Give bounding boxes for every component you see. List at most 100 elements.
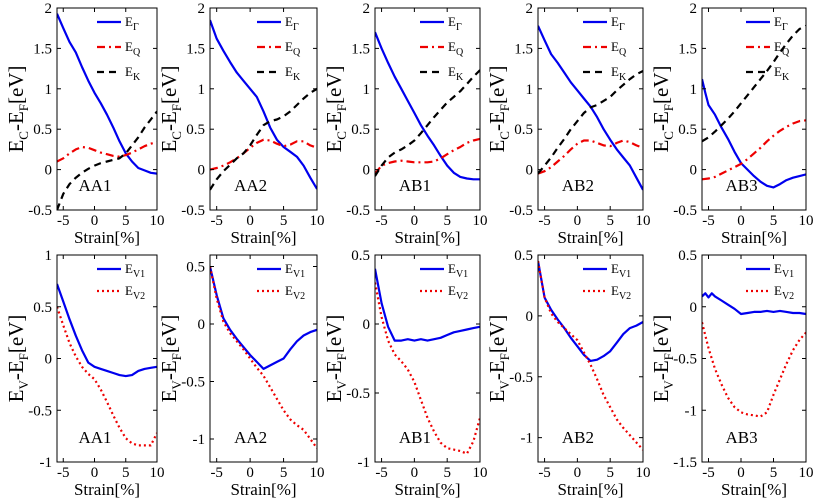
axes-frame xyxy=(537,254,644,463)
y-label-sub: V xyxy=(661,380,676,390)
legend-base: E xyxy=(774,64,782,79)
series-line-3 xyxy=(538,70,643,175)
y-label-tail: [eV] xyxy=(4,65,28,103)
y-label-mid: -E xyxy=(4,111,28,131)
panel-valence-ab2: -5 0 5 10-1-0.500.5Strain[%]EV-EF[eV]AB2EV1… xyxy=(485,248,651,499)
y-label-main: E xyxy=(322,390,346,403)
legend-sub: V1 xyxy=(456,269,468,280)
x-tick-label: 5 xyxy=(443,213,451,229)
series-line-1 xyxy=(538,260,643,362)
axes-frame xyxy=(56,7,158,211)
y-label-tail: [eV] xyxy=(649,315,673,353)
y-tick-label: -1 xyxy=(193,432,206,448)
legend-base: E xyxy=(611,261,619,276)
x-tick-label: 5 xyxy=(443,465,451,481)
x-tick-label: 5 xyxy=(280,465,288,481)
y-label-tail: [eV] xyxy=(322,315,346,353)
y-label-sub: F xyxy=(334,104,349,111)
series-line-1 xyxy=(210,19,317,190)
panel-conduction-ab3: -5 0 5 10-0.500.511.52Strain[%]EC-EF[eV]AB3… xyxy=(649,1,814,247)
series-line-1 xyxy=(702,292,806,316)
y-tick-label: 0.5 xyxy=(33,300,52,316)
y-tick-label: -0.5 xyxy=(346,203,370,219)
legend-label-3: EK xyxy=(774,64,790,83)
panel-valence-ab3: -5 0 5 10-1.5-1-0.500.5Strain[%]EV-EF[eV]AB… xyxy=(649,248,814,499)
legend-label-1: EΓ xyxy=(611,14,625,33)
legend-sub: Γ xyxy=(456,22,462,33)
x-axis-label: Strain[%] xyxy=(721,480,787,499)
x-tick-label: 5 xyxy=(770,465,778,481)
y-label-sub: F xyxy=(334,353,349,360)
legend-sub: Q xyxy=(456,47,464,58)
panel-conduction-ab1: -5 0 5 10-0.500.511.52Strain[%]EC-EF[eV]AB1… xyxy=(322,1,488,247)
y-tick-label: -1.5 xyxy=(673,455,697,471)
legend-sub: V2 xyxy=(782,291,794,302)
y-label-mid: -E xyxy=(322,111,346,131)
y-tick-label: -0.5 xyxy=(509,203,533,219)
legend-sub: V1 xyxy=(619,269,631,280)
legend-base: E xyxy=(448,261,456,276)
legend-base: E xyxy=(448,283,456,298)
panel-label: AB3 xyxy=(725,428,757,447)
y-label-sub: V xyxy=(169,380,184,390)
series-line-1 xyxy=(375,268,480,342)
y-label-sub: F xyxy=(16,104,31,111)
x-tick-label: 10 xyxy=(473,213,488,229)
y-tick-label: 0 xyxy=(363,163,371,179)
x-tick-label: 0 xyxy=(246,465,254,481)
y-label-main: E xyxy=(485,140,509,153)
y-tick-label: -1 xyxy=(40,455,53,471)
legend-sub: Q xyxy=(293,47,301,58)
y-tick-label: 1 xyxy=(198,82,206,98)
y-tick-label: 0.5 xyxy=(351,122,370,138)
series-line-3 xyxy=(702,24,806,143)
y-tick-label: 0 xyxy=(198,317,206,333)
y-tick-label: 0.5 xyxy=(351,248,370,264)
y-tick-label: 1.5 xyxy=(33,41,52,57)
legend-sub: V2 xyxy=(456,291,468,302)
legend-sub: Q xyxy=(619,47,627,58)
x-tick-label: 10 xyxy=(473,465,488,481)
x-axis-label: Strain[%] xyxy=(557,228,623,247)
legend-label-2: EQ xyxy=(285,39,301,58)
y-label-tail: [eV] xyxy=(649,65,673,103)
panel-label: AB2 xyxy=(562,428,594,447)
x-tick-label: 10 xyxy=(799,465,814,481)
panel-label: AA2 xyxy=(234,176,267,195)
panel-conduction-aa2: -5 0 5 10-0.500.511.52Strain[%]EC-EF[eV]AA2… xyxy=(157,1,325,247)
y-tick-label: -0.5 xyxy=(181,375,205,391)
y-tick-label: 1 xyxy=(690,82,698,98)
series-line-1 xyxy=(375,31,480,181)
y-tick-label: 1 xyxy=(45,248,53,264)
y-label-main: E xyxy=(4,390,28,403)
legend-label-1: EV1 xyxy=(125,261,145,280)
legend-sub: K xyxy=(293,72,301,83)
y-tick-label: 0.5 xyxy=(678,122,697,138)
legend-sub: Γ xyxy=(782,22,788,33)
y-tick-label: 2 xyxy=(363,1,371,17)
y-axis-label: EC-EF[eV] xyxy=(322,65,349,152)
legend-sub: V2 xyxy=(619,291,631,302)
x-axis-label: Strain[%] xyxy=(74,480,140,499)
y-label-tail: [eV] xyxy=(4,315,28,353)
panel-label: AB1 xyxy=(399,176,431,195)
legend-base: E xyxy=(611,64,619,79)
y-label-sub: C xyxy=(497,131,512,140)
x-tick-label: -5 xyxy=(210,213,223,229)
y-axis-label: EV-EF[eV] xyxy=(4,315,31,403)
legend-sub: K xyxy=(619,72,627,83)
series-line-2 xyxy=(210,266,317,449)
x-tick-label: -5 xyxy=(210,465,223,481)
y-label-tail: [eV] xyxy=(157,65,181,103)
axes-frame xyxy=(374,7,481,211)
legend-label-1: EΓ xyxy=(285,14,299,33)
legend-sub: V1 xyxy=(133,269,145,280)
y-label-main: E xyxy=(649,140,673,153)
y-axis-label: EV-EF[eV] xyxy=(649,315,676,403)
x-tick-label: 10 xyxy=(636,465,651,481)
legend-label-2: EV2 xyxy=(125,283,145,302)
y-label-sub: F xyxy=(169,353,184,360)
axes-frame xyxy=(374,254,481,463)
y-label-mid: -E xyxy=(485,360,509,380)
